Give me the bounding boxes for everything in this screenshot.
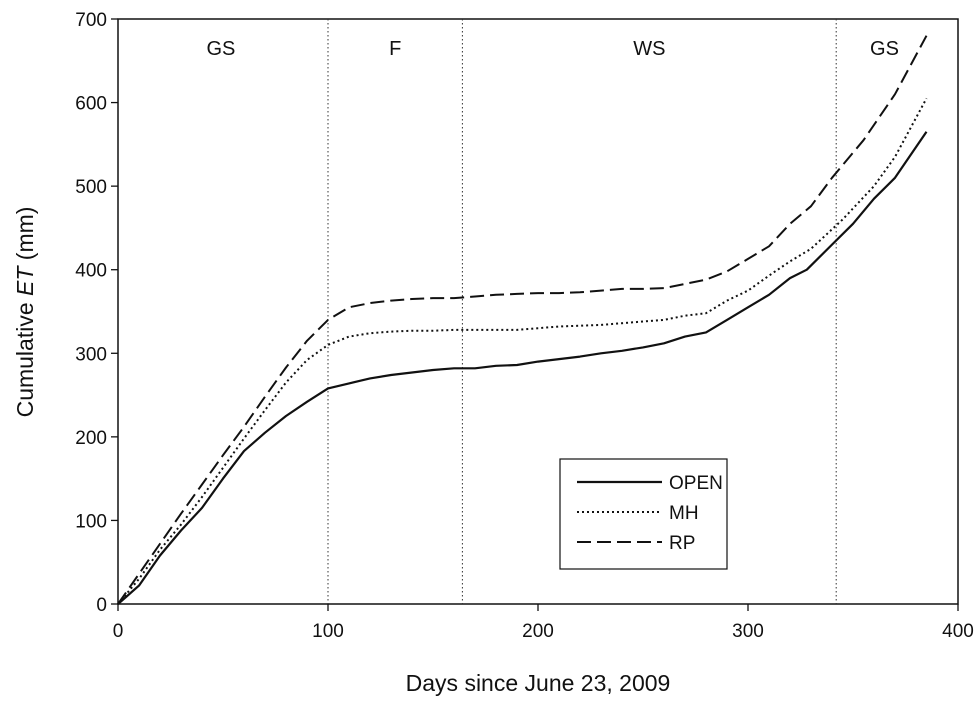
x-tick-label: 100 — [312, 621, 344, 642]
period-label: F — [389, 38, 401, 60]
series-lines — [117, 35, 928, 605]
x-tick-label: 300 — [732, 621, 764, 642]
x-tick-label: 200 — [522, 621, 554, 642]
legend-label-open: OPEN — [669, 473, 723, 494]
y-tick-label: 200 — [75, 428, 107, 449]
legend-label-mh: MH — [669, 503, 699, 524]
x-tick-label: 0 — [113, 621, 124, 642]
period-labels: GS F WS GS — [206, 38, 899, 60]
y-axis-ticks: 0 100 200 300 400 500 600 700 — [75, 10, 118, 616]
series-line-mh — [117, 97, 928, 605]
y-axis-title-suffix: (mm) — [12, 207, 38, 267]
y-tick-label: 300 — [75, 344, 107, 365]
series-line-open — [117, 131, 928, 605]
y-axis-title: Cumulative ET (mm) — [12, 207, 38, 418]
x-axis-title: Days since June 23, 2009 — [406, 670, 671, 696]
legend-box — [559, 458, 728, 570]
period-label: WS — [633, 38, 665, 60]
y-tick-label: 400 — [75, 261, 107, 282]
y-axis-title-italic: ET — [12, 265, 38, 296]
period-boundaries — [327, 19, 837, 604]
x-tick-label: 400 — [942, 621, 974, 642]
y-tick-label: 100 — [75, 511, 107, 532]
y-tick-label: 0 — [96, 595, 107, 616]
y-tick-label: 500 — [75, 177, 107, 198]
period-label: GS — [870, 38, 899, 60]
y-axis-title-prefix: Cumulative — [12, 296, 38, 417]
legend: OPEN MH RP — [559, 458, 728, 570]
legend-label-rp: RP — [669, 533, 695, 554]
plot-area-frame — [117, 18, 959, 605]
y-tick-label: 700 — [75, 10, 107, 31]
series-line-rp — [117, 35, 928, 605]
x-axis-ticks: 0 100 200 300 400 — [113, 604, 974, 642]
y-tick-label: 600 — [75, 94, 107, 115]
period-label: GS — [206, 38, 235, 60]
